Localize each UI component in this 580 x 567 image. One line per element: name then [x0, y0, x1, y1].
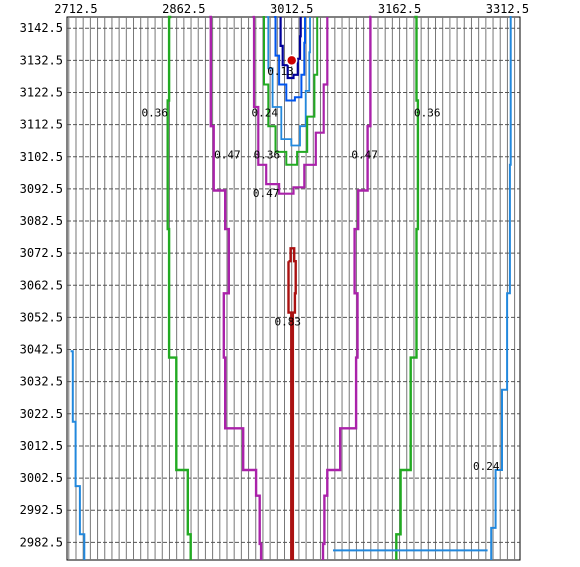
y-tick-labels: 3142.5 3132.5 3122.5 3112.5 3102.5 3092.5 3082… — [20, 21, 63, 549]
contour-line — [166, 15, 192, 560]
contour-line — [395, 15, 420, 560]
contour-labels: 0.13 0.24 0.36 0.36 0.36 0.47 0.47 0.47 0.83 0.24 — [141, 65, 499, 473]
y-tick-label: 3112.5 — [20, 118, 63, 132]
y-tick-label: 3042.5 — [20, 343, 63, 357]
contour-line — [252, 15, 329, 195]
contour-line — [209, 15, 263, 560]
contour-line — [274, 16, 306, 102]
y-tick-label: 3072.5 — [20, 246, 63, 260]
contour-label: 0.24 — [251, 107, 278, 120]
contour-line — [490, 16, 512, 560]
y-tick-label: 3002.5 — [20, 471, 63, 485]
contour-line — [70, 350, 86, 560]
y-tick-label: 2982.5 — [20, 535, 63, 549]
contour-lines — [70, 15, 512, 560]
contour-line — [262, 16, 319, 166]
x-tick-label: 2862.5 — [162, 2, 205, 16]
y-tick-label: 3012.5 — [20, 439, 63, 453]
y-tick-label: 3102.5 — [20, 150, 63, 164]
y-tick-label: 3032.5 — [20, 375, 63, 389]
contour-line — [266, 16, 311, 147]
contour-label: 0.36 — [254, 148, 281, 161]
source-marker — [285, 54, 298, 67]
source-point-marker — [285, 54, 298, 67]
contour-label: 0.36 — [141, 107, 168, 120]
x-tick-label: 3162.5 — [378, 2, 421, 16]
y-tick-label: 3092.5 — [20, 182, 63, 196]
y-tick-label: 3022.5 — [20, 407, 63, 421]
contour-line — [279, 17, 302, 80]
y-tick-label: 3142.5 — [20, 21, 63, 35]
contour-label: 0.24 — [473, 460, 500, 473]
x-tick-labels: 2712.5 2862.5 3012.5 3162.5 3312.5 — [54, 2, 529, 16]
contour-line — [287, 247, 297, 314]
x-tick-label: 3012.5 — [270, 2, 313, 16]
horizontal-gridlines — [67, 27, 520, 543]
y-tick-label: 3082.5 — [20, 214, 63, 228]
contour-label: 0.83 — [274, 315, 301, 328]
contour-label: 0.47 — [351, 148, 378, 161]
y-tick-label: 3122.5 — [20, 86, 63, 100]
contour-label: 0.47 — [214, 148, 241, 161]
y-tick-label: 2992.5 — [20, 503, 63, 517]
contour-label: 0.36 — [414, 107, 441, 120]
vertical-gridlines — [68, 17, 516, 560]
contour-label: 0.47 — [253, 187, 280, 200]
x-tick-label: 3312.5 — [486, 2, 529, 16]
contour-line — [321, 15, 372, 560]
x-tick-label: 2712.5 — [54, 2, 97, 16]
contour-label: 0.13 — [267, 65, 294, 78]
y-tick-label: 3062.5 — [20, 278, 63, 292]
y-tick-label: 3052.5 — [20, 310, 63, 324]
y-tick-label: 3132.5 — [20, 53, 63, 67]
